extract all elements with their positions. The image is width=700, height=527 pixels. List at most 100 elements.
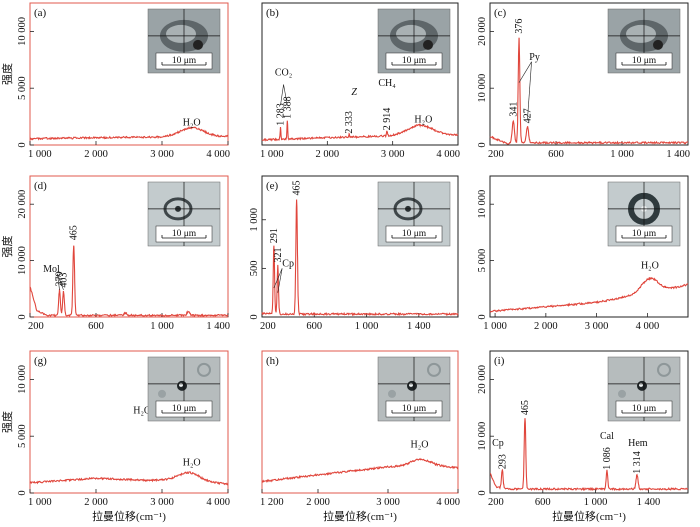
spectrum-line [489, 37, 688, 145]
micrograph-inset: 10 μm [607, 8, 681, 74]
panel-g: 1 000 2 000 3 000 4 000 0 5 000 10 000 (g) H₂O H₂… [0, 350, 230, 523]
x-tick-label: 2 000 [534, 321, 558, 332]
scale-label: 10 μm [402, 229, 427, 239]
panel-label: (a) [34, 7, 47, 19]
x-tick-label: 1 400 [666, 149, 690, 160]
speckle-shape [618, 389, 626, 398]
y-tick-label: 10 000 [477, 74, 488, 103]
panel-a: 1 000 2 000 3 000 4 000 0 5 000 10 000 (a) H₂O 10… [0, 2, 230, 160]
x-tick-label: 1 000 [28, 497, 52, 508]
speckle-shape [158, 389, 166, 398]
annotation: H₂O [414, 114, 432, 125]
x-tick-label: 600 [88, 321, 104, 332]
y-tick-label: 1 000 [249, 208, 260, 232]
bubble-shape [166, 24, 196, 43]
y-axis-label: 强度 [0, 236, 14, 258]
y-tick-label: 5 000 [17, 424, 28, 448]
annotation: H₂O [641, 260, 659, 271]
y-tick-label: 0 [477, 142, 488, 147]
x-tick-label: 1 000 [610, 149, 634, 160]
x-tick-label: 4 000 [206, 497, 230, 508]
annotation: H₂O [133, 405, 151, 416]
x-tick-label: 1 000 [483, 321, 507, 332]
x-tick-label: 1 000 [28, 149, 52, 160]
leader-line [283, 84, 288, 106]
peak-label: 465 [520, 400, 531, 415]
panel-h: 1 200 2 000 3 000 4 000 (h) H₂O 10 μm 拉曼位移(cm⁻¹… [260, 350, 460, 523]
x-tick-label: 600 [306, 321, 322, 332]
y-tick-label: 0 [17, 490, 28, 495]
x-axis-label: 拉曼位移(cm⁻¹) [92, 509, 166, 523]
spectrum-line [29, 471, 229, 486]
peak-label: 376 [514, 19, 525, 34]
panel-label: (h) [266, 355, 279, 367]
micrograph-inset: 10 μm [607, 181, 681, 247]
bubble-shape [396, 24, 426, 43]
panel-label: (e) [266, 180, 279, 192]
panel-label: (d) [34, 180, 47, 192]
spectrum-line [29, 245, 229, 318]
panel-frame [261, 175, 459, 318]
panels-group: 1 000 2 000 3 000 4 000 0 5 000 10 000 (a) H₂O 10… [0, 2, 690, 523]
panel-label: (i) [494, 355, 505, 367]
y-axis-label: 强度 [0, 411, 14, 433]
panel-label: (g) [34, 355, 47, 367]
x-tick-label: 3 000 [381, 149, 405, 160]
y-tick-label: 20 000 [17, 190, 28, 219]
peak-label: 1 283 [275, 103, 286, 126]
y-axis-label: 强度 [0, 63, 14, 85]
x-tick-label: 2 000 [84, 149, 108, 160]
leader-line [273, 268, 283, 288]
x-tick-label: 4 000 [436, 149, 460, 160]
y-tick-label: 5 000 [477, 249, 488, 273]
y-tick-label: 10 000 [17, 17, 28, 46]
y-tick-label: 0 [17, 142, 28, 147]
y-tick-label: 0 [477, 314, 488, 319]
panel-f: 1 000 2 000 3 000 4 000 0 5 000 10 000 H₂O 10 μm [477, 175, 689, 332]
x-tick-label: 1 000 [260, 149, 284, 160]
scale-label: 10 μm [172, 56, 197, 66]
scale-label: 10 μm [402, 56, 427, 66]
x-tick-label: 2 000 [306, 497, 330, 508]
y-tick-label: 10 000 [477, 422, 488, 451]
y-tick-label: 20 000 [477, 365, 488, 394]
y-tick-label: 0 [17, 314, 28, 319]
annotation: Hem [628, 438, 648, 449]
bubble-shape [639, 382, 643, 387]
bubble-shape [626, 24, 656, 43]
x-axis-label: 拉曼位移(cm⁻¹) [552, 509, 626, 523]
annotation: Cp [492, 438, 504, 449]
peak-label: 2 914 [382, 108, 393, 131]
panel-e: 200 600 1 000 1 400 0 500 1 000 (e) 291 321 465 Cp 1… [249, 175, 459, 332]
annotation: CO₂ [275, 68, 292, 79]
x-tick-label: 4 000 [636, 321, 660, 332]
y-tick-label: 10 000 [17, 365, 28, 394]
annotation: Cp [282, 258, 294, 269]
peak-label: 465 [292, 180, 303, 195]
x-tick-label: 1 000 [584, 497, 608, 508]
spectrum-line [489, 418, 689, 492]
speckle-shape [388, 389, 396, 398]
y-tick-label: 10 000 [17, 246, 28, 275]
x-tick-label: 200 [260, 321, 276, 332]
x-tick-label: 3 000 [376, 497, 400, 508]
dark-spot [423, 39, 433, 50]
dark-spot [653, 39, 663, 50]
panel-frame [489, 2, 689, 146]
spectrum-line [30, 126, 229, 141]
x-tick-label: 2 000 [316, 149, 340, 160]
micrograph-inset: 10 μm [377, 181, 451, 247]
annotation: Cal [600, 431, 614, 442]
leader-line [518, 61, 532, 83]
scale-label: 10 μm [402, 404, 427, 414]
x-tick-label: 1 400 [206, 321, 230, 332]
x-tick-label: 3 000 [585, 321, 609, 332]
peak-label: 379 [55, 272, 66, 287]
scale-label: 10 μm [632, 229, 657, 239]
micrograph-inset: 10 μm [377, 356, 451, 422]
scale-label: 10 μm [632, 404, 657, 414]
x-tick-label: 1 400 [637, 497, 661, 508]
